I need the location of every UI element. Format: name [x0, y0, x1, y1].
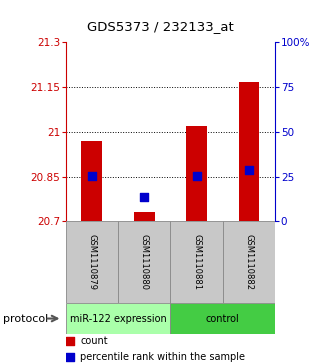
Text: GSM1110879: GSM1110879	[87, 234, 96, 290]
Text: GSM1110881: GSM1110881	[192, 234, 201, 290]
Bar	[170, 303, 275, 334]
Text: miR-122 expression: miR-122 expression	[70, 314, 166, 323]
Point	[89, 173, 94, 179]
Text: GDS5373 / 232133_at: GDS5373 / 232133_at	[87, 20, 233, 33]
Point	[142, 194, 147, 200]
Text: GSM1110880: GSM1110880	[140, 234, 149, 290]
Bar	[66, 303, 170, 334]
Point	[67, 338, 72, 344]
Text: protocol: protocol	[3, 314, 48, 323]
Bar	[118, 221, 171, 303]
Bar	[186, 126, 207, 221]
Text: percentile rank within the sample: percentile rank within the sample	[80, 352, 245, 362]
Bar	[66, 221, 118, 303]
Text: count: count	[80, 336, 108, 346]
Bar	[223, 221, 275, 303]
Point	[194, 173, 199, 179]
Text: control: control	[206, 314, 240, 323]
Point	[246, 167, 252, 173]
Point	[67, 354, 72, 360]
Bar	[238, 82, 260, 221]
Bar	[134, 212, 155, 221]
Bar	[81, 140, 102, 221]
Text: GSM1110882: GSM1110882	[244, 234, 253, 290]
Bar	[170, 221, 223, 303]
